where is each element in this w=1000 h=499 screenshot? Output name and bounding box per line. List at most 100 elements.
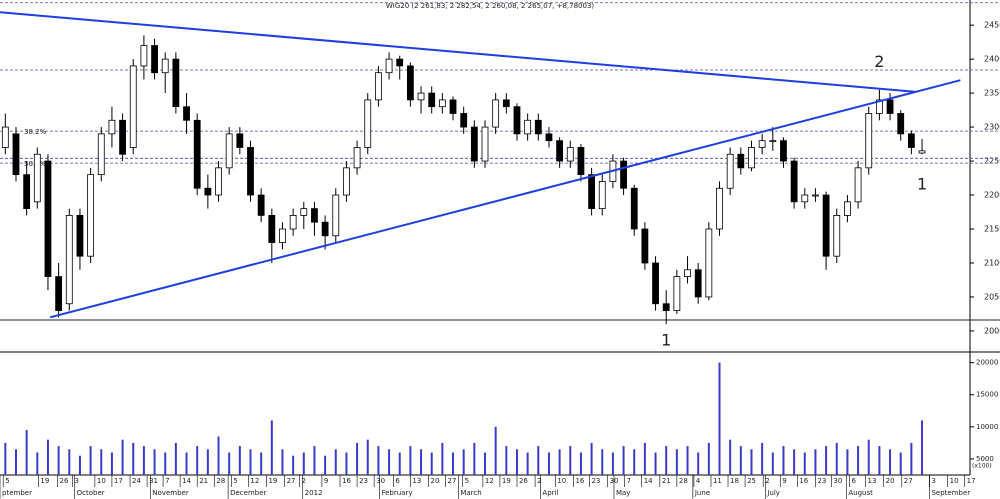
candle-body — [694, 269, 702, 298]
candle-body — [449, 99, 457, 114]
volume-bar — [878, 446, 881, 475]
volume-bar — [377, 446, 380, 475]
volume-bar — [825, 446, 828, 475]
y-tick-label: 2250 — [984, 157, 1000, 166]
x-tick-label: 10 — [97, 477, 106, 485]
candle-body — [481, 126, 489, 162]
volume-bar — [260, 452, 263, 475]
candle-body — [129, 65, 137, 148]
volume-bar — [803, 452, 806, 475]
x-tick-label: 31 — [149, 477, 158, 485]
volume-tick-label: 15000 — [976, 391, 998, 399]
x-tick-label: 27 — [287, 477, 296, 485]
volume-bar — [217, 436, 220, 475]
candle-body — [119, 119, 126, 155]
x-tick-label: 5 — [465, 477, 469, 485]
volume-bar — [46, 439, 49, 475]
volume-bar — [686, 446, 689, 475]
candle-body — [748, 147, 755, 169]
y-tick-label: 2200 — [984, 191, 1000, 200]
candle-body — [566, 147, 574, 162]
candle-body — [822, 194, 830, 257]
volume-bar — [462, 449, 465, 475]
x-tick-label: 7 — [627, 477, 631, 485]
volume-bar — [718, 362, 721, 475]
x-tick-label: 9 — [324, 477, 328, 485]
candle-body — [97, 133, 105, 176]
candle-body — [44, 160, 52, 277]
x-tick-label: 12 — [250, 477, 259, 485]
candle-body — [65, 215, 73, 305]
x-tick-label: 27 — [448, 477, 457, 485]
candle-body — [662, 303, 670, 311]
candle-body — [684, 269, 691, 277]
candle-body — [470, 126, 478, 162]
candle-body — [225, 133, 233, 169]
volume-bar — [921, 420, 924, 475]
volume-bar — [889, 449, 892, 475]
candle-body — [108, 119, 116, 135]
volume-bar — [142, 446, 145, 475]
volume-bar — [68, 449, 71, 475]
x-tick-label: 14 — [182, 477, 191, 485]
candle-body — [300, 208, 308, 216]
candle-body — [769, 140, 777, 143]
month-label: 2012 — [305, 489, 323, 497]
x-tick-label: 18 — [730, 477, 739, 485]
volume-bar — [356, 442, 359, 475]
x-tick-label: 14 — [644, 477, 653, 485]
x-tick-label: 17 — [967, 477, 976, 485]
volume-bar — [174, 442, 177, 475]
candle-body — [183, 106, 190, 121]
volume-bar — [782, 446, 785, 475]
volume-bar — [420, 449, 423, 475]
x-tick-label: 16 — [342, 477, 351, 485]
candle-body — [524, 119, 532, 135]
candle-body — [428, 92, 436, 108]
volume-bar — [292, 455, 295, 475]
month-label: August — [848, 489, 873, 497]
candle-body — [577, 147, 585, 176]
y-tick-label: 2100 — [984, 258, 1000, 267]
candle-body — [151, 45, 158, 74]
x-tick-label: 13 — [868, 477, 877, 485]
volume-tick-label: 20000 — [976, 359, 998, 367]
candle-body — [556, 140, 564, 162]
volume-bar — [25, 430, 28, 475]
candle-body — [247, 147, 254, 196]
volume-bar — [164, 452, 167, 475]
volume-bar — [654, 452, 657, 475]
x-tick-label: 9 — [782, 477, 786, 485]
volume-bar — [452, 452, 455, 475]
candle-body — [396, 58, 404, 67]
candle-body — [172, 58, 180, 108]
candle-body — [758, 140, 766, 148]
candle-body — [343, 167, 350, 196]
volume-bar — [675, 449, 678, 475]
volume-bar — [846, 449, 849, 475]
x-tick-label: 28 — [679, 477, 688, 485]
volume-bar — [857, 446, 860, 475]
volume-bar — [547, 452, 550, 475]
candle-body — [812, 194, 819, 197]
volume-bar — [388, 449, 391, 475]
candle-body — [161, 58, 169, 74]
volume-bar — [334, 449, 337, 475]
volume-bar — [324, 455, 327, 475]
annotation: 2 — [874, 52, 884, 71]
candle-body — [726, 153, 734, 189]
volume-bar — [185, 452, 188, 475]
month-label: July — [766, 489, 780, 497]
volume-bar — [515, 449, 518, 475]
candle-body — [641, 228, 649, 264]
volume-bar — [665, 446, 668, 475]
candle-body — [55, 276, 63, 311]
candle-body — [780, 140, 787, 162]
volume-tick-label: 5000 — [976, 455, 994, 463]
x-tick-label: 19 — [502, 477, 511, 485]
x-tick-label: 16 — [575, 477, 584, 485]
month-label: November — [152, 489, 189, 497]
volume-bar — [569, 446, 572, 475]
volume-bar — [622, 446, 625, 475]
volume-bar — [313, 446, 316, 475]
